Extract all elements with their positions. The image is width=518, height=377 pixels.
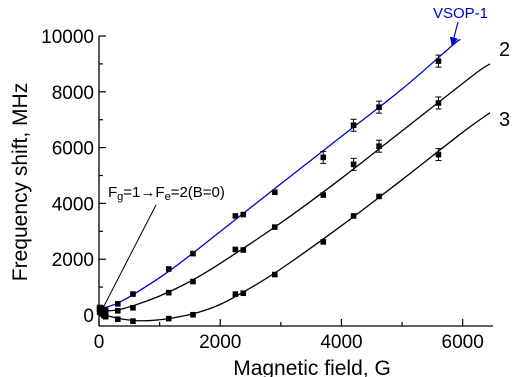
data-point-series-3 <box>102 313 109 320</box>
data-point-series-1 <box>376 104 382 110</box>
data-point-series-3 <box>190 311 196 318</box>
curve-label-2: 2 <box>499 39 510 61</box>
data-point-series-3 <box>114 316 121 322</box>
fit-curves <box>98 38 491 322</box>
data-point-series-3 <box>240 290 247 297</box>
data-point-series-2 <box>114 308 121 314</box>
data-point-series-2 <box>165 289 172 296</box>
data-point-series-2 <box>240 247 247 253</box>
y-tick-label: 0 <box>83 306 94 327</box>
data-point-series-1 <box>232 213 239 219</box>
y-tick-label: 2000 <box>52 250 94 271</box>
vsop-label: VSOP-1 <box>433 5 488 22</box>
data-point-series-1 <box>320 154 327 161</box>
plot-frame <box>98 36 493 327</box>
data-point-series-2 <box>376 143 382 150</box>
data-point-series-2 <box>232 246 239 253</box>
x-axis-title: Magnetic field, G <box>233 357 391 377</box>
data-point-series-3 <box>165 315 172 322</box>
x-tick-label: 6000 <box>442 332 484 353</box>
data-point-series-2 <box>320 192 327 198</box>
data-point-series-3 <box>320 239 327 245</box>
data-point-series-2 <box>130 304 136 311</box>
data-point-series-1 <box>130 291 136 297</box>
data-point-series-3 <box>271 271 278 278</box>
fit-curve-3 <box>98 112 491 322</box>
data-point-series-3 <box>376 193 382 200</box>
transition-pointer-line <box>103 204 157 307</box>
data-point-series-1 <box>190 250 196 257</box>
data-point-series-1 <box>350 122 357 129</box>
data-point-series-3 <box>435 151 442 158</box>
data-point-series-2 <box>271 224 278 230</box>
x-tick-label: 0 <box>94 332 105 353</box>
transition-annotation: Fg=1→Fe=2(B=0) <box>108 184 225 203</box>
data-point-series-2 <box>350 161 357 168</box>
data-point-series-2 <box>435 100 442 106</box>
y-axis-title: Frequency shift, MHz <box>9 83 32 281</box>
data-point-series-2 <box>190 278 196 285</box>
data-points <box>96 54 442 324</box>
data-point-series-3 <box>232 291 239 297</box>
data-point-series-3 <box>350 213 357 219</box>
data-point-series-1 <box>240 211 247 218</box>
y-tick-label: 10000 <box>41 27 94 48</box>
curve-label-3: 3 <box>499 109 510 131</box>
vsop-arrow <box>449 21 459 46</box>
data-point-series-1 <box>435 58 442 64</box>
fit-curve-1 <box>98 38 461 311</box>
y-tick-label: 8000 <box>52 83 94 104</box>
data-point-series-1 <box>271 189 278 196</box>
axis-ticks: 0 2000 4000 6000 0 2000 4000 6000 8000 10000 <box>41 27 484 353</box>
x-tick-label: 4000 <box>320 332 362 353</box>
data-point-series-1 <box>114 301 121 307</box>
y-tick-label: 6000 <box>52 139 94 160</box>
data-point-series-1 <box>165 266 172 272</box>
x-tick-label: 2000 <box>199 332 241 353</box>
y-tick-label: 4000 <box>52 194 94 215</box>
data-point-series-3 <box>130 318 136 324</box>
